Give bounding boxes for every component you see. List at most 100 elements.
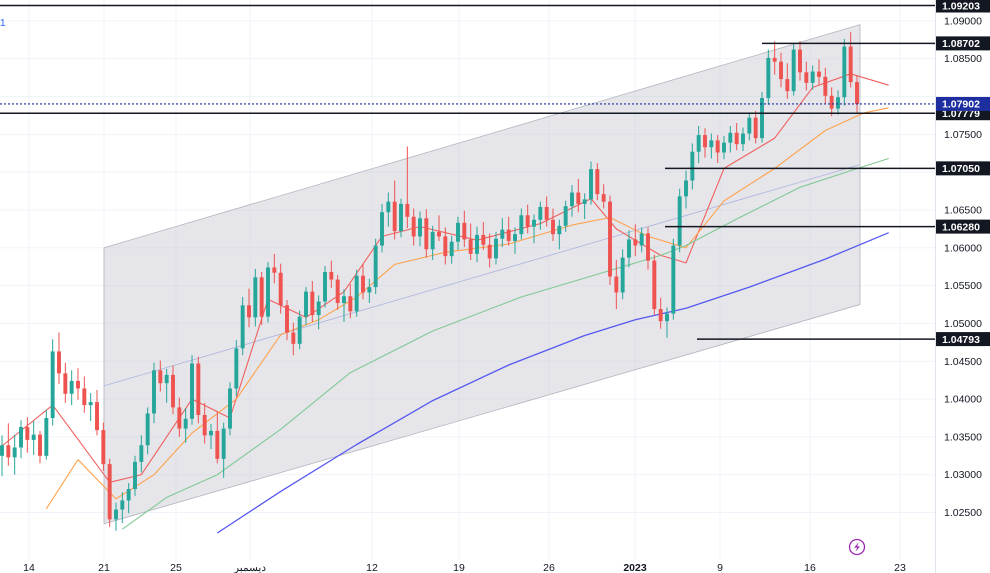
candle bbox=[418, 211, 422, 247]
candle-body bbox=[323, 271, 327, 302]
candle bbox=[817, 59, 821, 85]
candle-body bbox=[164, 374, 169, 384]
candle bbox=[63, 362, 68, 403]
candle bbox=[487, 233, 492, 268]
candle-body bbox=[430, 231, 435, 250]
candle bbox=[456, 216, 460, 251]
candle bbox=[481, 222, 486, 251]
candle bbox=[532, 214, 536, 244]
candle bbox=[335, 275, 340, 310]
candle bbox=[177, 397, 182, 437]
candle-body bbox=[95, 402, 99, 431]
candle-body bbox=[785, 79, 790, 92]
candle-body bbox=[247, 305, 251, 318]
lightning-icon[interactable] bbox=[848, 538, 866, 556]
ma-long-line bbox=[216, 232, 889, 534]
time-tick-label: ديسمبر bbox=[233, 562, 266, 573]
candle-body bbox=[582, 199, 587, 204]
candle bbox=[164, 368, 169, 403]
candle bbox=[354, 269, 359, 317]
candle-body bbox=[538, 206, 543, 220]
time-tick-label: 21 bbox=[98, 562, 110, 573]
candle-body bbox=[291, 332, 296, 344]
candle bbox=[202, 402, 207, 444]
time-tick-label: 14 bbox=[23, 562, 35, 573]
candle bbox=[513, 227, 517, 254]
price-tick-label: 1.08500 bbox=[944, 53, 982, 65]
candle-body bbox=[158, 370, 163, 384]
candle-body bbox=[31, 434, 36, 440]
candle-body bbox=[253, 277, 258, 318]
candle bbox=[82, 376, 87, 413]
candle bbox=[836, 90, 840, 115]
candle bbox=[443, 227, 448, 265]
time-axis-bg bbox=[0, 560, 935, 573]
candle bbox=[810, 65, 815, 90]
candle-body bbox=[772, 57, 777, 62]
candle-body bbox=[563, 206, 568, 226]
candle-body bbox=[684, 180, 688, 197]
candle-body bbox=[690, 151, 695, 181]
candle-body bbox=[6, 445, 11, 458]
candle-body bbox=[50, 351, 55, 418]
candle-body bbox=[335, 279, 340, 304]
candle bbox=[114, 502, 118, 531]
time-axis: 14 21 25 ديسمبر 12 19 26 2023 9 16 23 bbox=[0, 560, 935, 573]
candle-body bbox=[646, 233, 650, 261]
candle-body bbox=[494, 238, 498, 259]
candle bbox=[405, 146, 410, 229]
price-tick-label: 1.06000 bbox=[944, 242, 982, 254]
candle bbox=[779, 52, 783, 88]
candle-body bbox=[627, 239, 631, 258]
candle bbox=[551, 208, 555, 241]
candle bbox=[6, 423, 11, 466]
candle-body bbox=[126, 489, 131, 501]
current-price-label-bg bbox=[936, 96, 990, 111]
candle bbox=[715, 135, 720, 164]
candle-body bbox=[696, 135, 701, 152]
candle bbox=[19, 420, 23, 459]
candle-body bbox=[259, 277, 264, 317]
candle-body bbox=[500, 229, 505, 239]
candle bbox=[823, 67, 828, 104]
candle bbox=[601, 184, 606, 209]
candle-body bbox=[551, 219, 555, 235]
candle-body bbox=[266, 267, 270, 317]
candle bbox=[139, 435, 144, 473]
candle bbox=[772, 41, 777, 75]
candle bbox=[703, 128, 707, 158]
level-label: 1.09203 bbox=[942, 0, 980, 12]
candle bbox=[855, 75, 859, 113]
candle bbox=[272, 253, 277, 284]
level-label-bg bbox=[936, 0, 990, 13]
candle bbox=[614, 259, 619, 310]
candle-body bbox=[703, 135, 707, 148]
price-tick-label: 1.05000 bbox=[944, 318, 982, 330]
candle-body bbox=[0, 445, 4, 456]
candle-body bbox=[817, 71, 821, 77]
candle-body bbox=[310, 291, 315, 316]
candle bbox=[608, 195, 612, 285]
candle-body bbox=[652, 260, 657, 310]
candle bbox=[95, 389, 99, 436]
candle bbox=[329, 260, 334, 288]
candle bbox=[462, 210, 467, 248]
candle-body bbox=[418, 218, 422, 237]
candle-body bbox=[443, 236, 448, 257]
candle-body bbox=[532, 219, 536, 227]
ma-slow-line bbox=[121, 157, 889, 530]
candle-body bbox=[82, 388, 87, 406]
candle-body bbox=[506, 229, 511, 241]
time-tick-label: 23 bbox=[894, 562, 906, 573]
candle bbox=[392, 180, 397, 240]
candle-body bbox=[747, 117, 752, 134]
candle-body bbox=[513, 234, 517, 241]
candle bbox=[31, 421, 36, 456]
candle bbox=[684, 170, 688, 209]
candle-body bbox=[215, 430, 220, 459]
candle-body bbox=[848, 46, 853, 83]
candle bbox=[69, 370, 74, 406]
time-tick-label: 25 bbox=[170, 562, 182, 573]
candlesticks bbox=[0, 32, 859, 531]
